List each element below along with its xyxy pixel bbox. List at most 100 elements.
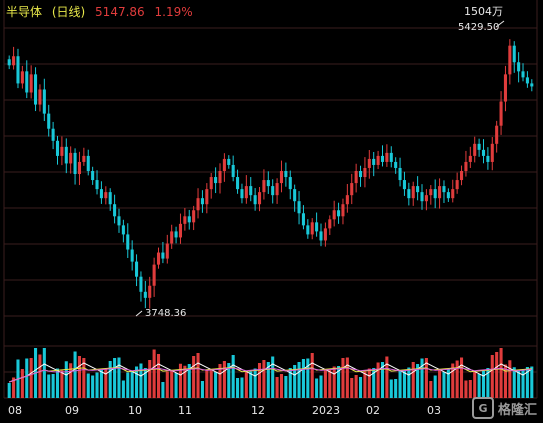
candle-body	[126, 234, 130, 250]
candle-body	[438, 186, 442, 199]
volume-bar	[416, 364, 420, 398]
candle-body	[429, 189, 433, 196]
volume-bar	[363, 371, 367, 398]
candle-body	[86, 155, 90, 171]
volume-bar	[372, 368, 376, 398]
volume-bar	[385, 356, 389, 398]
volume-bar	[60, 370, 64, 398]
volume-bar	[464, 380, 468, 398]
low-annotation-arrow	[135, 310, 143, 317]
candle-body	[25, 71, 29, 93]
candle-body	[495, 125, 499, 144]
candle-body	[20, 71, 24, 84]
candle-body	[306, 225, 310, 235]
period-label: (日线)	[51, 5, 86, 19]
volume-bar	[91, 375, 95, 398]
volume-bar	[240, 377, 244, 398]
volume-bar	[429, 381, 433, 398]
x-tick-label: 08	[8, 404, 22, 417]
volume-bar	[301, 359, 305, 398]
candle-body	[227, 158, 231, 165]
volume-bar	[477, 374, 481, 398]
candle-body	[460, 171, 464, 181]
high-annotation: 5429.50	[458, 22, 499, 33]
candle-body	[442, 186, 446, 193]
volume-bar	[446, 369, 450, 398]
volume-bar	[108, 361, 112, 398]
candle-body	[64, 146, 68, 164]
volume-bar	[420, 358, 424, 398]
volume-bar	[512, 367, 516, 398]
candle-body	[266, 180, 270, 187]
volume-bar	[433, 375, 437, 398]
volume-bar	[148, 360, 152, 398]
candle-body	[7, 59, 11, 66]
candle-body	[170, 231, 174, 244]
candle-body	[29, 74, 33, 93]
volume-bar	[530, 366, 534, 398]
candle-body	[455, 180, 459, 190]
candle-body	[319, 231, 323, 241]
candle-body	[135, 261, 139, 277]
index-name: 半导体	[6, 5, 43, 19]
candle-body	[508, 45, 512, 75]
candle-body	[60, 146, 64, 156]
volume-bar	[389, 379, 393, 398]
volume-bar	[126, 372, 130, 398]
candle-body	[183, 216, 187, 224]
volume-bar	[231, 355, 235, 398]
x-tick-label: 12	[251, 404, 265, 417]
volume-bar	[192, 356, 196, 398]
volume-bar	[495, 352, 499, 398]
candle-body	[95, 180, 99, 190]
candle-body	[385, 152, 389, 162]
candle-body	[350, 183, 354, 196]
volume-bar	[345, 357, 349, 398]
volume-bar	[82, 358, 86, 398]
volume-bar	[174, 373, 178, 398]
high-annotation-arrow	[495, 20, 505, 28]
volume-bar	[165, 371, 169, 398]
moving-average-lines	[9, 362, 533, 383]
volume-bar	[25, 358, 29, 398]
candle-body	[240, 189, 244, 199]
volume-bar	[468, 380, 472, 398]
gelonghui-logo: G 格隆汇	[471, 397, 537, 419]
candle-body	[433, 189, 437, 199]
candle-body	[214, 177, 218, 184]
candle-body	[130, 249, 134, 262]
candle-body	[301, 213, 305, 226]
volume-bar	[143, 368, 147, 398]
volume-bar	[455, 360, 459, 398]
volume-bar	[376, 362, 380, 398]
candle-body	[530, 83, 534, 87]
candle-body	[503, 74, 507, 102]
volume-bar	[341, 358, 345, 398]
volume-bar	[64, 361, 68, 398]
low-annotation: 3748.36	[145, 308, 186, 319]
volume-bar	[354, 375, 358, 398]
ma20-line	[9, 367, 532, 383]
volume-bar	[398, 371, 402, 398]
candle-body	[279, 171, 284, 184]
volume-bar	[328, 369, 332, 398]
candle-body	[262, 180, 266, 193]
volume-bar	[306, 358, 310, 398]
candle-body	[394, 161, 398, 168]
volume-bar	[262, 360, 266, 398]
x-tick-label: 09	[65, 404, 79, 417]
candle-body	[323, 228, 327, 241]
candle-body	[178, 223, 183, 238]
candle-body	[477, 143, 481, 150]
candle-body	[363, 167, 367, 178]
volume-bar	[42, 348, 46, 398]
candle-body	[490, 143, 494, 162]
candle-body	[161, 252, 165, 259]
volume-bar	[358, 377, 363, 398]
x-axis-ticks: 08 09 10 11 12 2023 02 03	[8, 404, 441, 417]
volume-bar	[438, 370, 442, 398]
candle-body	[512, 45, 516, 63]
volume-bar	[380, 362, 385, 398]
candle-body	[196, 198, 200, 211]
candle-body	[113, 204, 117, 217]
